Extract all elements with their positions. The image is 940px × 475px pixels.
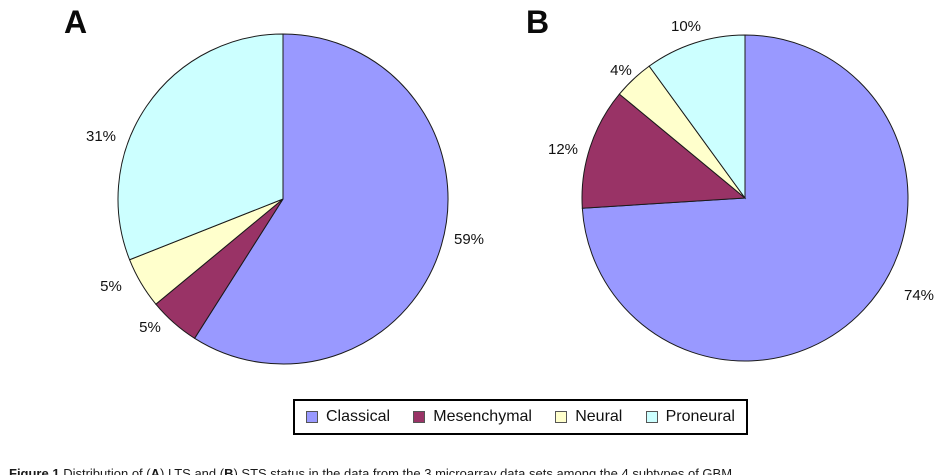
legend-label-classical: Classical [326,408,391,425]
pie-a-slice-classical [193,33,449,365]
panel-letter-a: A [64,4,88,40]
legend: Classical Mesenchymal Neural Proneural [293,399,748,435]
pie-a-slice-proneural [117,33,284,261]
legend-label-neural: Neural [575,408,623,425]
legend-item-neural: Neural [555,409,622,425]
caption-text-1: Distribution of ( [59,466,151,475]
legend-item-classical: Classical [306,409,390,425]
caption-panel-b-ref: B [224,466,234,475]
caption-figure-number: Figure 1 [9,466,60,475]
legend-label-mesenchymal: Mesenchymal [433,408,532,425]
legend-label-proneural: Proneural [665,408,735,425]
legend-swatch-classical [306,411,318,423]
panel-letter-b: B [526,4,550,40]
legend-item-mesenchymal: Mesenchymal [413,409,532,425]
caption-panel-a-ref: A [150,466,161,475]
caption-text-2: ) LTS and ( [160,466,225,475]
caption-text-3: ) STS status in the data from the 3 micr… [233,466,736,475]
pie-b-slice-mesenchymal [581,93,747,209]
legend-swatch-neural [555,411,568,423]
legend-item-proneural: Proneural [645,408,735,425]
figure-caption: Figure 1 Distribution of (A) LTS and (B)… [9,465,929,475]
pie-b-slice-proneural [648,34,746,200]
legend-swatch-mesenchymal [413,411,426,423]
legend-swatch-proneural [645,411,658,423]
